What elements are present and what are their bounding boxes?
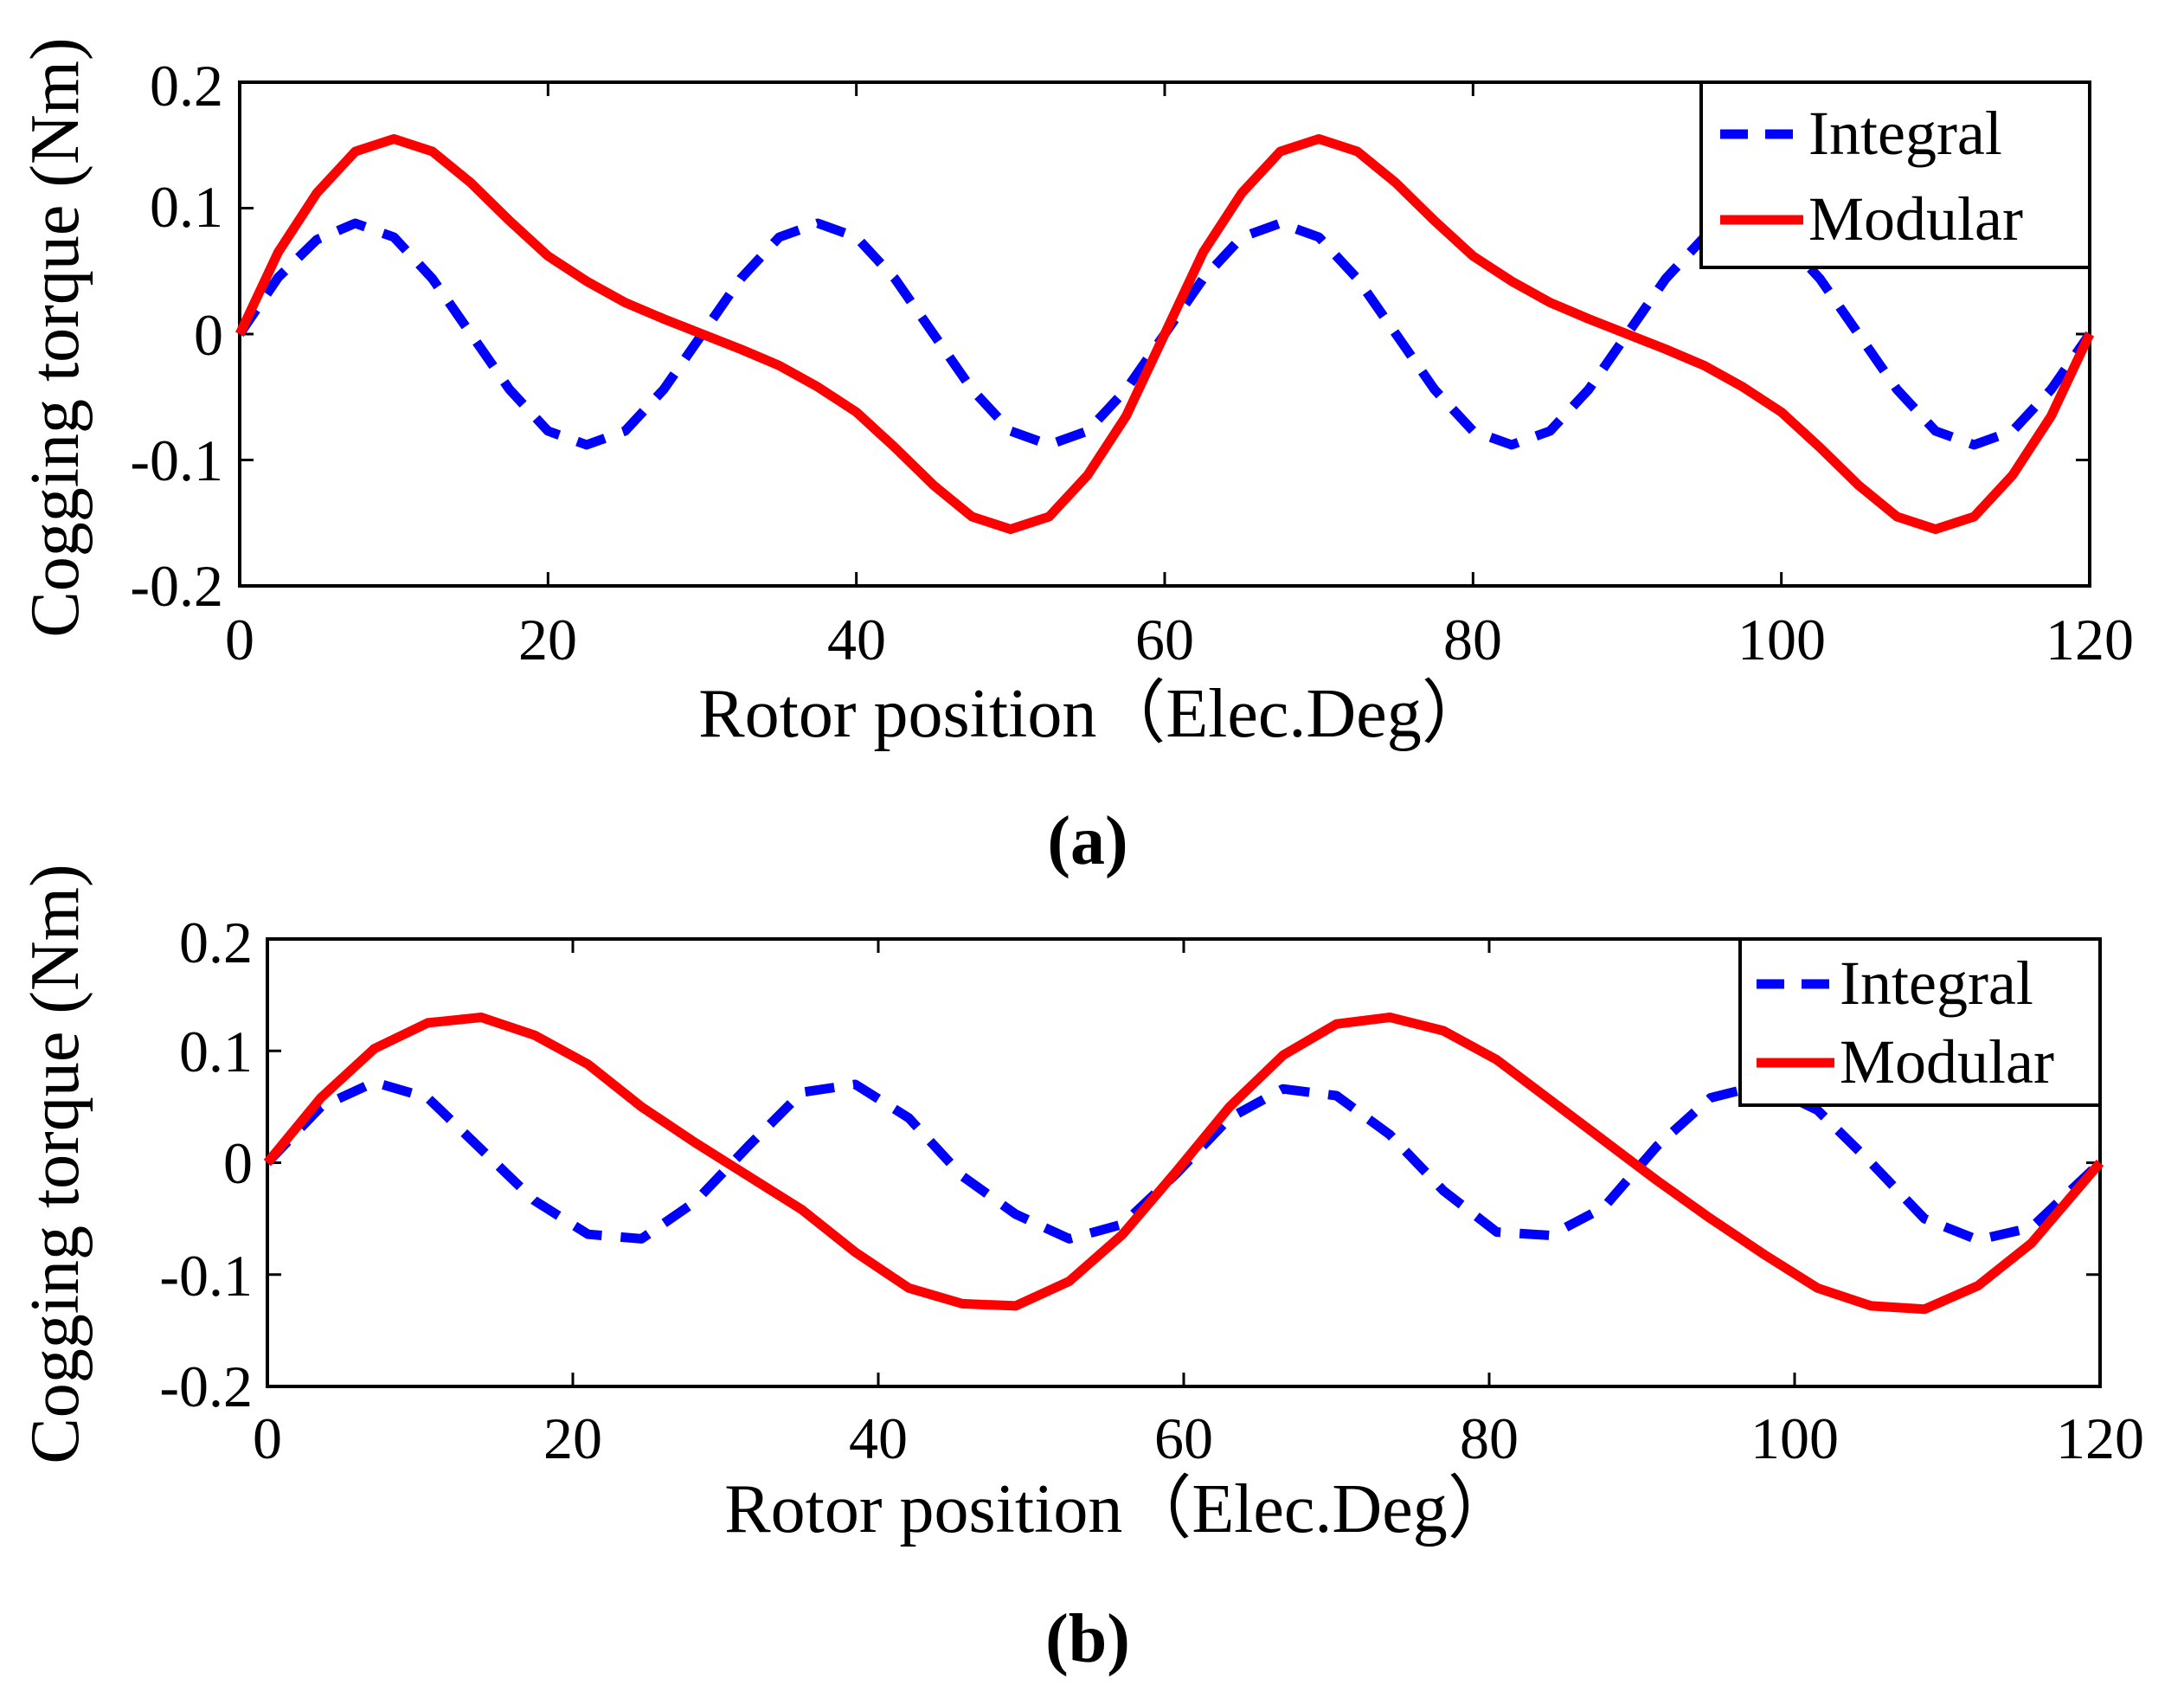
chart-b-ytick-label: 0.1 [179,1019,253,1084]
chart-b-ytick-label: 0 [223,1130,253,1196]
chart-b-xtick-label: 80 [1460,1405,1519,1471]
chart-b-legend: Integral Modular [1738,937,2102,1107]
chart-b-ytick-label: -0.2 [159,1354,253,1419]
chart-b-x-axis-label: Rotor position（Elec.Deg） [724,1471,1516,1547]
chart-b-ticks: 0.2 0.1 0 -0.1 -0.2 0 20 40 60 80 100 12… [159,910,2144,1471]
chart-b-xtick-label: 40 [849,1405,908,1471]
chart-a-legend-modular-label: Modular [1808,184,2023,254]
chart-a-xtick-label: 20 [518,607,577,672]
chart-a-caption: (a) [1047,803,1127,879]
chart-a-ytick-label: 0 [194,302,223,368]
chart-a-legend-box [1699,80,2091,269]
chart-a-xtick-label: 60 [1135,607,1194,672]
chart-b-ytick-label: 0.2 [179,910,253,975]
chart-a-legend: Integral Modular [1699,80,2091,269]
chart-b-legend-modular-label: Modular [1840,1027,2054,1097]
chart-a-x-axis-label: Rotor position（Elec.Deg） [698,676,1490,752]
chart-b-xtick-label: 120 [2056,1405,2144,1471]
chart-b-legend-integral-label: Integral [1840,949,2033,1018]
chart-b-caption: (b) [1045,1601,1130,1677]
chart-a-xtick-label: 120 [2046,607,2134,672]
chart-a-xtick-label: 80 [1443,607,1502,672]
chart-b-series-modular [263,1013,2104,1315]
chart-a-legend-integral-label: Integral [1808,99,2002,168]
chart-a-y-axis-label: Cogging torque (Nm) [17,37,93,637]
chart-b-y-axis-label: Cogging torque (Nm) [17,864,93,1463]
chart-a-ytick-label: -0.2 [130,553,223,619]
chart-b-legend-box [1738,937,2102,1107]
chart-a-xtick-label: 0 [225,607,254,672]
chart-b-xtick-label: 20 [543,1405,602,1471]
chart-a-ticks: 0.2 0.1 0 -0.1 -0.2 0 20 40 60 80 100 12… [130,53,2134,672]
chart-b-xtick-label: 100 [1750,1405,1839,1471]
chart-a: 0.2 0.1 0 -0.1 -0.2 0 20 40 60 80 100 12… [17,37,2134,879]
chart-a-xtick-label: 100 [1738,607,1826,672]
chart-a-xtick-label: 40 [827,607,886,672]
chart-b-xtick-label: 0 [253,1405,282,1471]
chart-a-ytick-label: -0.1 [130,428,223,493]
chart-b-xtick-label: 60 [1154,1405,1213,1471]
chart-a-ytick-label: 0.1 [150,174,223,240]
chart-b-ytick-label: -0.1 [159,1243,253,1309]
chart-b: 0.2 0.1 0 -0.1 -0.2 0 20 40 60 80 100 12… [17,864,2144,1677]
chart-a-series-modular [235,134,2094,534]
chart-a-ytick-label: 0.2 [150,53,223,119]
